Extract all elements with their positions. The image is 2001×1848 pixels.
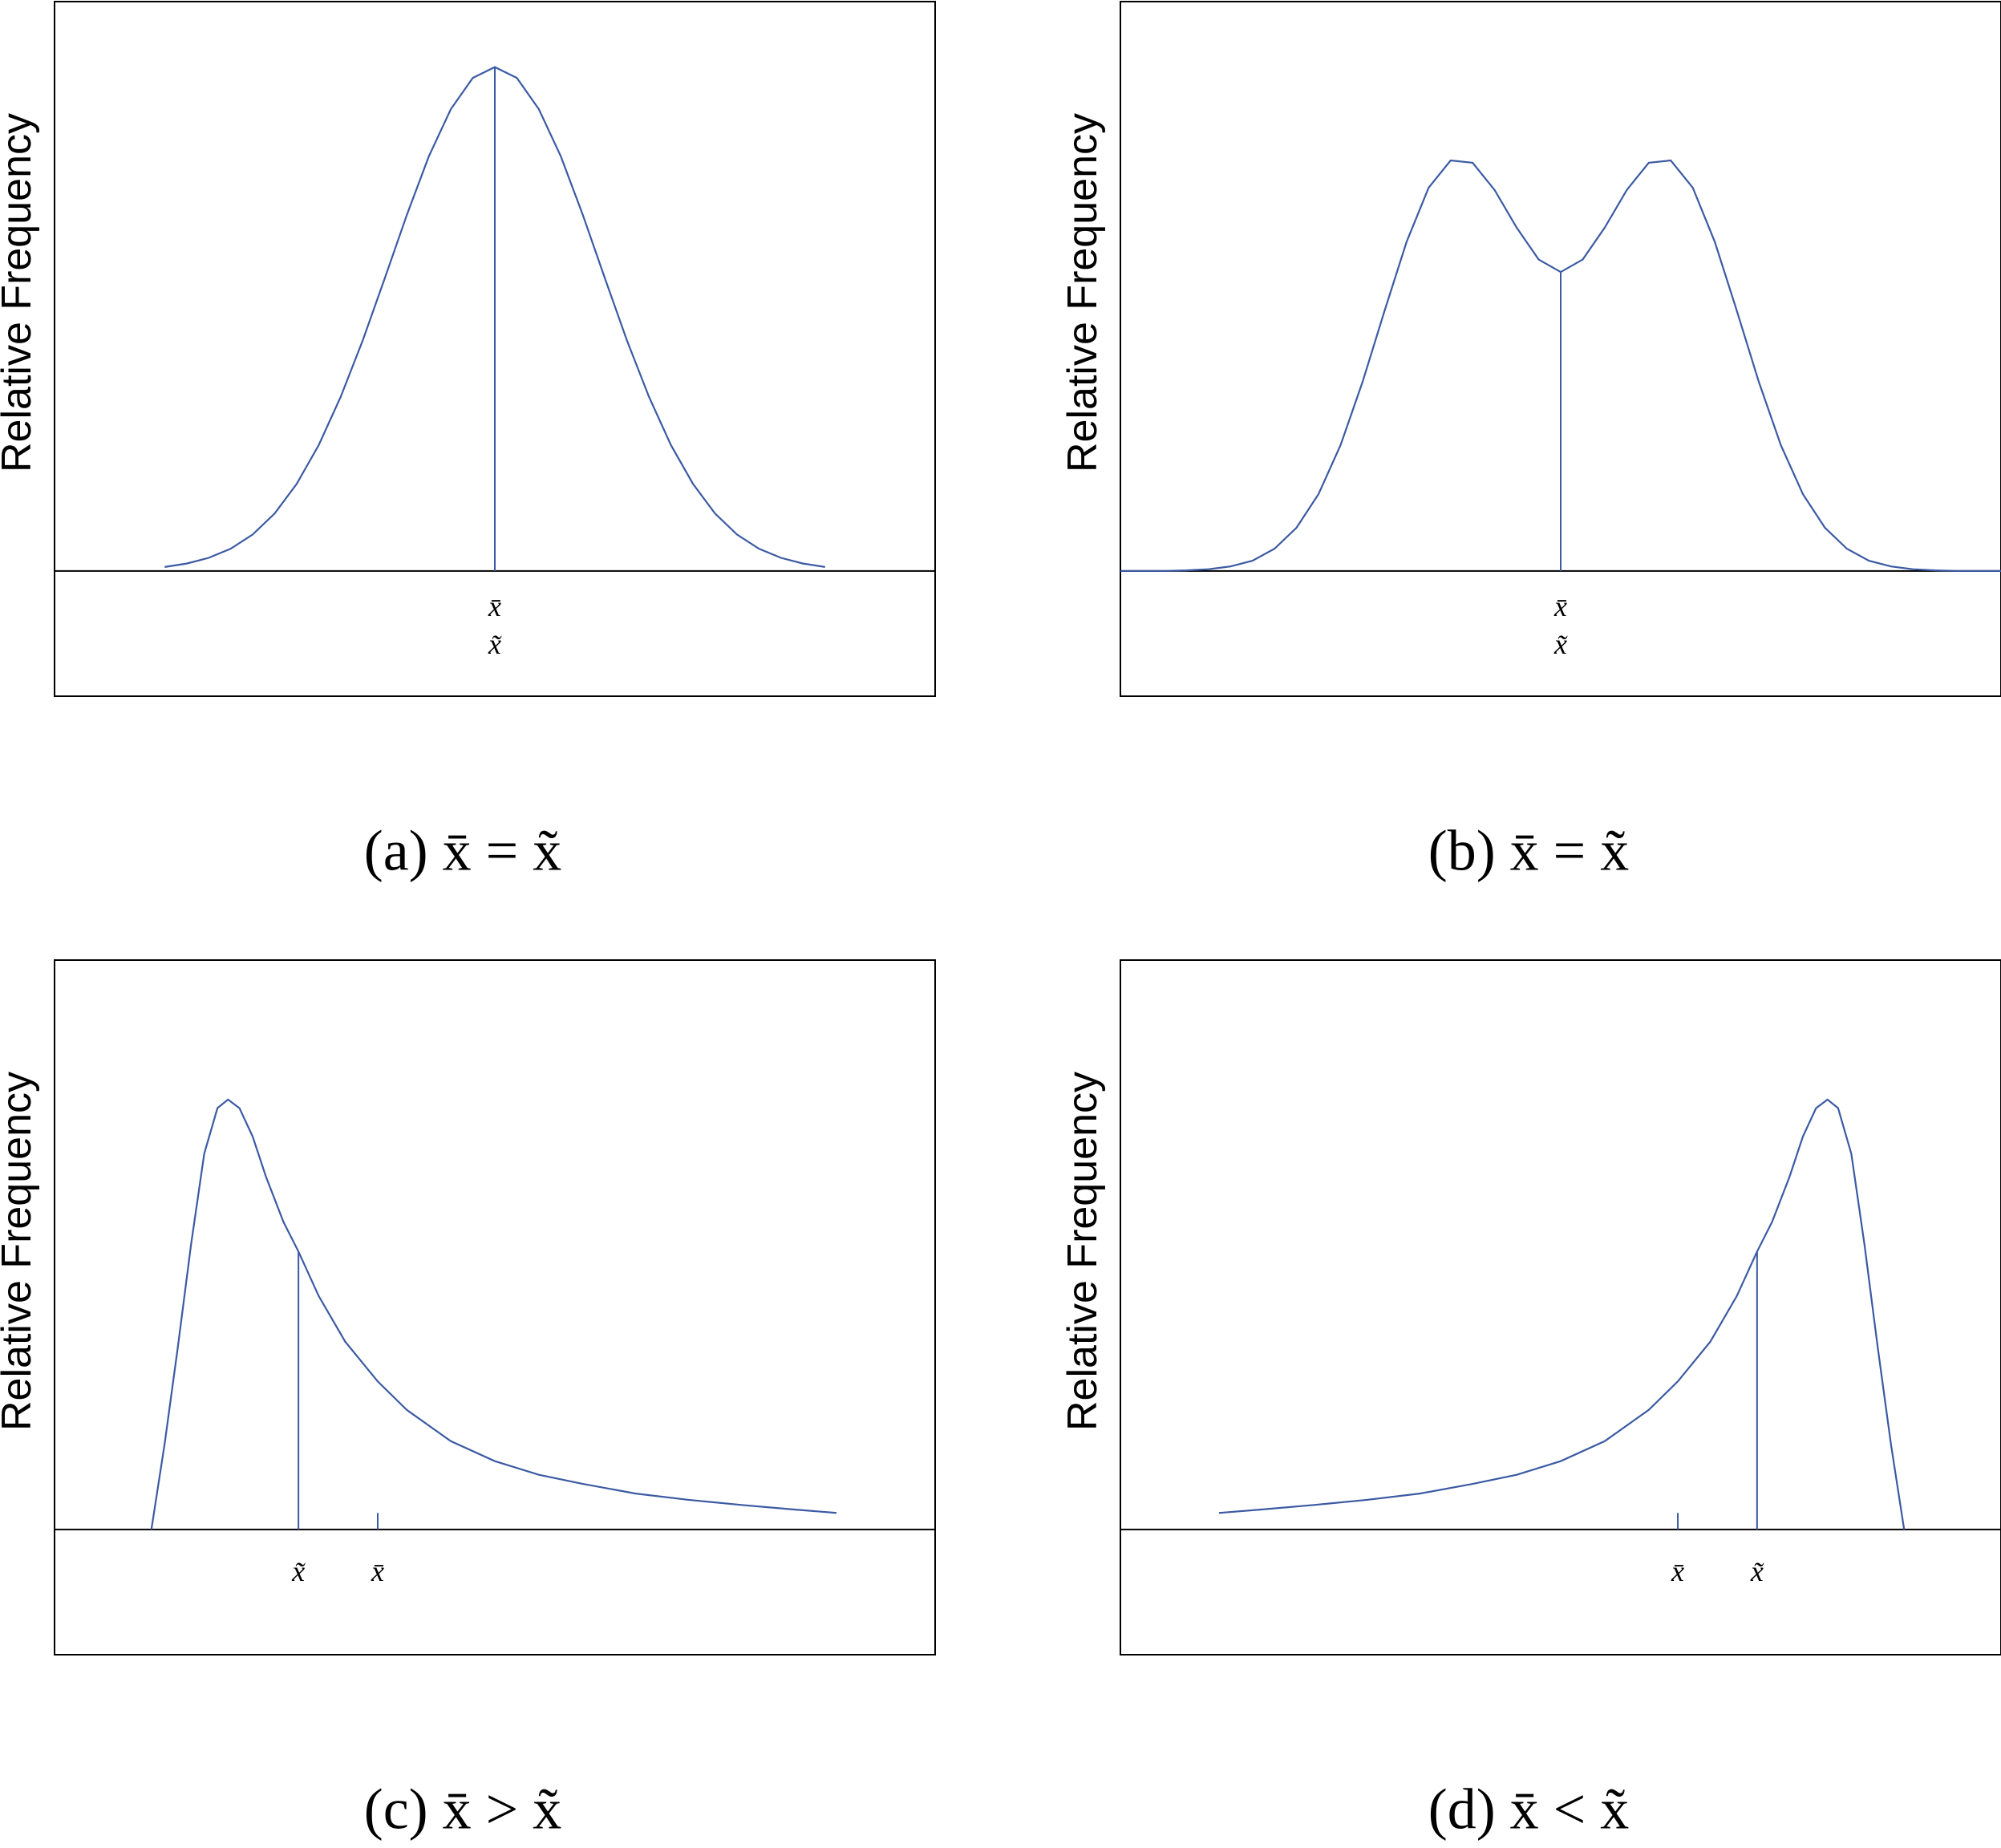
y-axis-label: Relative Frequency: [0, 1072, 40, 1431]
plot-frame: [1120, 959, 2001, 1656]
caption: (d) x̄ < x̃: [1428, 1777, 1630, 1842]
plot-frame: [1120, 1, 2001, 697]
density-curve: [1218, 1098, 1906, 1530]
y-axis-label: Relative Frequency: [1059, 1072, 1106, 1431]
marker-label: x̄: [1671, 1555, 1684, 1587]
y-axis-label: Relative Frequency: [1059, 113, 1106, 472]
plot-frame: [54, 959, 936, 1656]
marker-label: x̄: [488, 590, 501, 622]
marker-label: x̃: [1750, 1555, 1764, 1587]
density-curve: [150, 1098, 837, 1530]
caption: (b) x̄ = x̃: [1428, 819, 1630, 883]
marker-label: x̃: [488, 628, 502, 660]
caption: (a) x̄ = x̃: [364, 819, 562, 883]
marker-label: x̄: [1553, 590, 1567, 622]
density-curve: [1120, 159, 2001, 572]
density-curve: [164, 66, 825, 568]
y-axis-label: Relative Frequency: [0, 113, 40, 472]
caption: (c) x̄ > x̃: [364, 1777, 562, 1842]
marker-label: x̄: [371, 1555, 384, 1587]
marker-label: x̃: [1553, 628, 1568, 660]
marker-label: x̃: [291, 1555, 306, 1587]
plot-frame: [54, 1, 936, 697]
